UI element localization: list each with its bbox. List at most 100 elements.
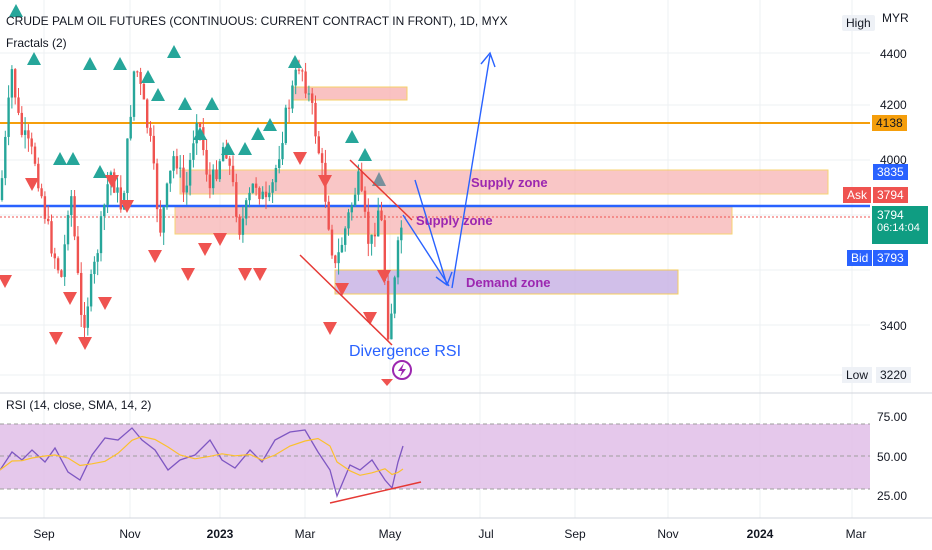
candle-body [89,274,93,307]
candle-body [231,165,235,183]
fractal-down-marker [363,312,377,325]
demand-zone-label: Demand zone [466,275,551,290]
fractal-up-marker [288,55,302,68]
candle-body [73,196,76,237]
lightning-icon[interactable] [392,360,412,380]
candle-body [383,220,386,281]
candle-body [76,236,80,273]
fractal-up-marker [83,57,97,70]
candle-body [212,169,215,189]
candle-body [188,159,192,186]
candle-body [96,253,99,262]
candle-body [162,207,165,233]
fractal-down-marker [49,332,63,345]
supply-zone-upper [179,169,829,195]
candle-body [106,184,109,205]
candle-body [307,93,311,95]
candle-body [235,182,238,217]
rsi-label: RSI (14, close, SMA, 14, 2) [6,398,152,412]
candle-body [142,83,146,100]
candle-body [386,280,390,340]
fractal-up-marker [66,152,80,165]
countdown-timer: 06:14:04 [877,222,920,234]
rsi-ma-line [0,435,404,476]
resistance-price-tag: 4138 [872,115,907,131]
candle-body [139,72,142,84]
candle-body [10,69,14,98]
candle-body [311,93,314,103]
fractal-down-marker [25,178,39,191]
last-price-value: 3794 [877,208,904,222]
supply-zone-lower [174,206,733,235]
fractal-up-marker [167,45,181,58]
candle-body [66,215,70,245]
rsi-tick-75: 75.00 [877,410,907,424]
time-label: Mar [846,527,867,541]
fractal-down-marker [78,337,92,350]
candle-body [7,97,10,137]
candle-body [347,212,350,229]
fractal-up-marker [345,130,359,143]
candle-body [218,161,221,180]
candle-body [245,200,248,219]
candle-body [363,190,367,212]
candle-body [0,178,4,200]
candle-body [60,270,63,277]
candle-body [314,102,317,137]
time-label: Sep [33,527,55,541]
candle-body [43,196,47,219]
candle-body [327,201,330,230]
projection-arrows [402,51,496,289]
candle-body [337,252,340,264]
candle-body [132,71,136,117]
candle-body [136,71,139,73]
candle-body [99,216,103,254]
price-tick-3400: 3400 [880,319,907,333]
candle-body [37,163,40,189]
candle-body [400,227,403,241]
candle-body [116,187,119,193]
fractal-down-marker [293,152,307,165]
fractal-up-marker [178,97,192,110]
candle-body [175,156,179,169]
supply-zone-lower-label: Supply zone [416,213,493,228]
fractal-up-marker [93,165,107,178]
candle-body [23,130,27,135]
candle-body [377,210,380,237]
fractal-down-marker [148,250,162,263]
low-marker-icon [381,379,393,386]
rsi-divergence-line [329,481,422,504]
ask-price-tag: 3794 [873,187,908,203]
fractal-up-marker [151,88,165,101]
candle-body [182,167,185,193]
candle-body [393,277,396,314]
candle-body [30,138,33,147]
chart-title: CRUDE PALM OIL FUTURES (CONTINUOUS: CURR… [6,14,508,28]
candle-body [248,192,251,201]
key-level-price-tag: 3835 [873,164,908,180]
time-axis: Sep Nov 2023 Mar May Jul Sep Nov 2024 Mar [33,527,866,541]
candle-body [192,143,195,160]
candle-body [370,234,373,244]
candle-body [274,168,278,183]
candle-body [251,183,254,193]
fractal-down-marker [213,233,227,246]
candle-body [367,211,370,244]
candle-body [294,69,297,86]
last-price-tag: 3794 06:14:04 [872,206,928,244]
candle-body [20,112,23,135]
time-label: 2023 [207,527,234,541]
currency-label: MYR [882,11,909,25]
candle-body [14,69,17,98]
candle-body [278,159,281,169]
candle-body [119,187,122,210]
candle-body [396,240,400,278]
candle-body [320,153,324,163]
candle-body [86,306,89,328]
candle-body [258,187,261,199]
candle-body [241,218,245,235]
fractal-down-marker [0,275,12,288]
trend-line-down [299,254,393,346]
ask-badge: Ask [843,187,872,203]
